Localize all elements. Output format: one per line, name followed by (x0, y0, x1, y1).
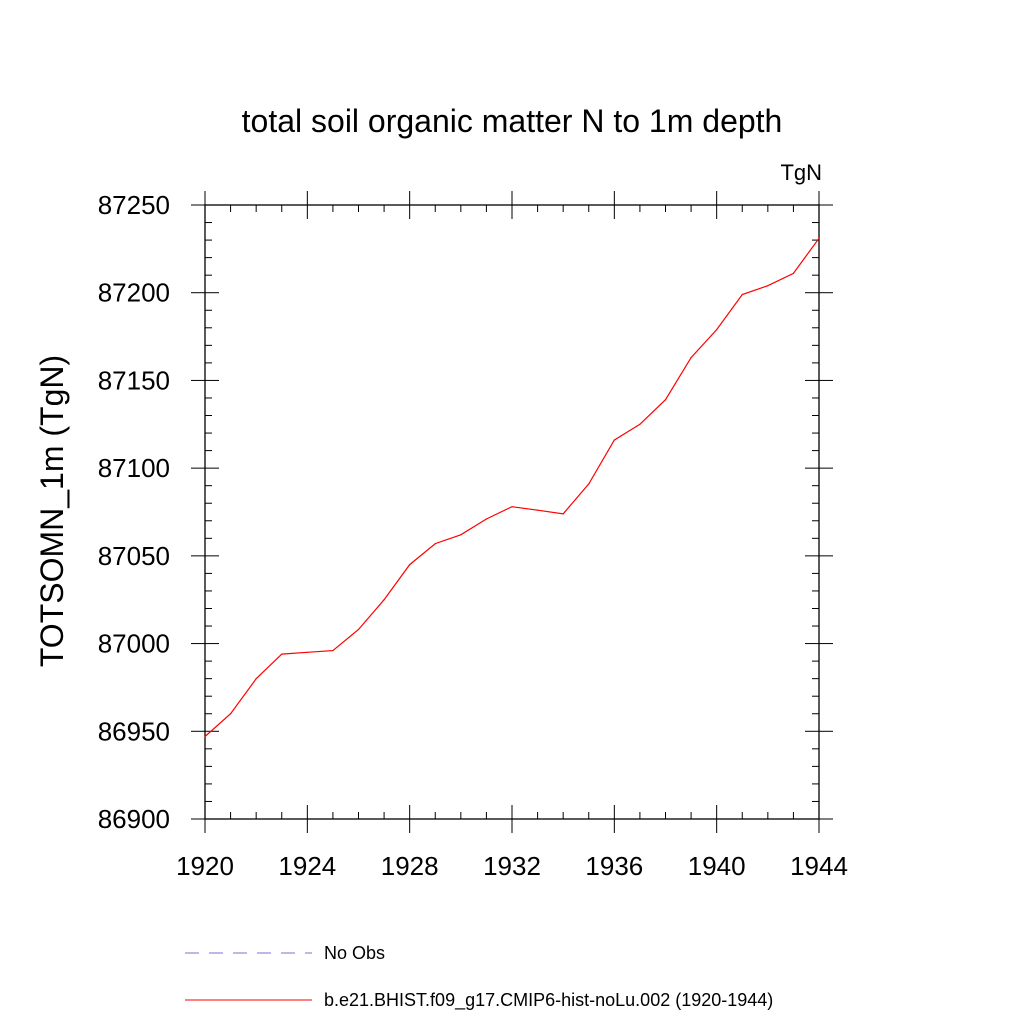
data-point (613, 439, 615, 441)
series-layer (204, 237, 820, 738)
plot-frame (204, 204, 820, 820)
data-point (306, 651, 308, 653)
data-point (383, 599, 385, 601)
x-tick-label: 1936 (585, 851, 643, 881)
data-point (639, 423, 641, 425)
data-point (536, 509, 539, 511)
data-point (664, 399, 667, 401)
data-point (460, 534, 462, 536)
data-point (485, 518, 488, 520)
legend-label: No Obs (324, 943, 385, 963)
data-point (818, 237, 820, 239)
y-tick-label: 87050 (98, 541, 170, 571)
legend: No Obs b.e21.BHIST.f09_g17.CMIP6-hist-noL… (185, 943, 773, 1011)
data-point (204, 735, 206, 738)
y-tick-label: 87250 (98, 190, 170, 220)
legend-label: b.e21.BHIST.f09_g17.CMIP6-hist-noLu.002 … (324, 990, 773, 1011)
x-tick-label: 1940 (688, 851, 746, 881)
data-point (511, 506, 513, 508)
x-tick-label: 1920 (176, 851, 234, 881)
y-axis-label: TOTSOMN_1m (TgN) (34, 355, 70, 667)
data-point (767, 285, 769, 287)
series-line (204, 237, 820, 737)
x-tick-label: 1928 (381, 851, 439, 881)
data-point (562, 513, 564, 515)
data-point (281, 653, 283, 655)
y-tick-label: 87150 (98, 365, 170, 395)
axis-ticks (191, 191, 833, 833)
y-tick-label: 86900 (98, 804, 170, 834)
data-point (792, 272, 795, 275)
data-point (690, 357, 692, 359)
y-tick-label: 86950 (98, 716, 170, 746)
data-point (434, 542, 436, 545)
y-tick-label: 87100 (98, 453, 170, 483)
chart-title: total soil organic matter N to 1m depth (242, 103, 783, 139)
data-point (741, 293, 743, 296)
axis-tick-labels: 1920 1924 1928 1932 1936 1940 1944 86900 86950 87… (98, 190, 848, 881)
data-point (332, 649, 334, 652)
units-label: TgN (780, 160, 822, 185)
x-tick-label: 1944 (790, 851, 848, 881)
y-tick-label: 87000 (98, 629, 170, 659)
data-point (229, 713, 232, 715)
data-point (716, 328, 718, 331)
y-tick-label: 87200 (98, 278, 170, 308)
x-tick-label: 1932 (483, 851, 541, 881)
data-point (588, 483, 590, 485)
data-point (357, 628, 360, 631)
data-point (409, 564, 411, 566)
x-tick-label: 1924 (278, 851, 336, 881)
data-point (255, 678, 257, 680)
